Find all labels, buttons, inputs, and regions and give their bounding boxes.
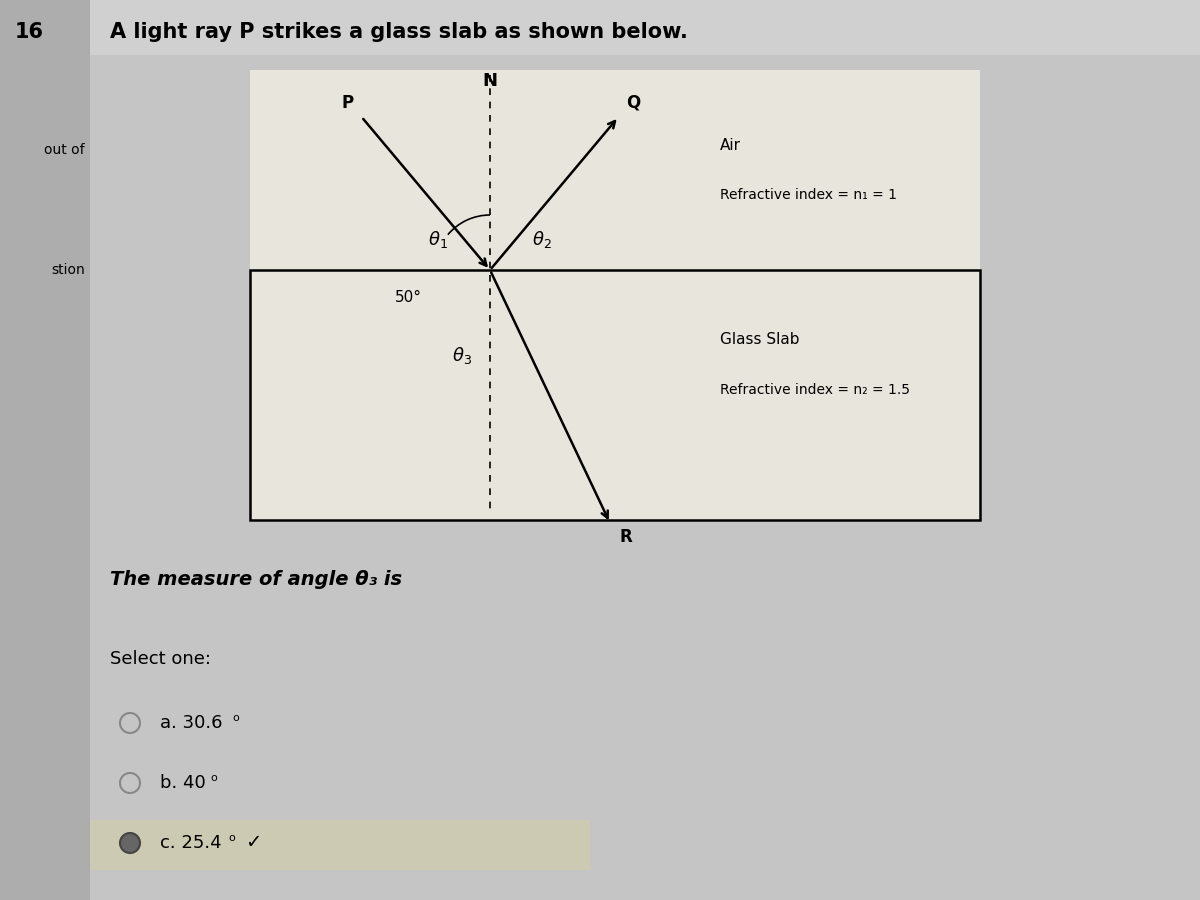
Text: $\theta_1$: $\theta_1$ [428, 230, 448, 250]
Text: 16: 16 [14, 22, 44, 42]
Text: c. 25.4: c. 25.4 [160, 834, 222, 852]
Bar [250, 70, 980, 270]
Text: R: R [620, 528, 632, 546]
Text: stion: stion [52, 263, 85, 277]
Text: A light ray P strikes a glass slab as shown below.: A light ray P strikes a glass slab as sh… [110, 22, 688, 42]
Text: Glass Slab: Glass Slab [720, 332, 799, 347]
Text: $\theta_3$: $\theta_3$ [452, 345, 472, 365]
Text: a. 30.6: a. 30.6 [160, 714, 222, 732]
Text: 50°: 50° [395, 291, 421, 305]
Text: N: N [482, 72, 498, 90]
Text: Select one:: Select one: [110, 650, 211, 668]
Text: $\theta_2$: $\theta_2$ [532, 230, 552, 250]
Bar [0, 0, 90, 900]
Text: The measure of angle θ₃ is: The measure of angle θ₃ is [110, 570, 402, 589]
Text: ✓: ✓ [245, 833, 262, 852]
Text: P: P [341, 94, 354, 112]
Bar [90, 0, 1200, 55]
Text: Refractive index = n₂ = 1.5: Refractive index = n₂ = 1.5 [720, 383, 910, 397]
Text: o: o [232, 713, 239, 723]
Bar [250, 270, 980, 520]
Bar [90, 820, 590, 870]
Circle shape [120, 833, 140, 853]
Text: b. 40: b. 40 [160, 774, 205, 792]
Text: Refractive index = n₁ = 1: Refractive index = n₁ = 1 [720, 188, 898, 202]
Text: o: o [210, 773, 217, 783]
Text: out of: out of [44, 143, 85, 157]
Text: o: o [228, 833, 235, 843]
Text: Air: Air [720, 138, 742, 152]
Text: Q: Q [626, 94, 641, 112]
